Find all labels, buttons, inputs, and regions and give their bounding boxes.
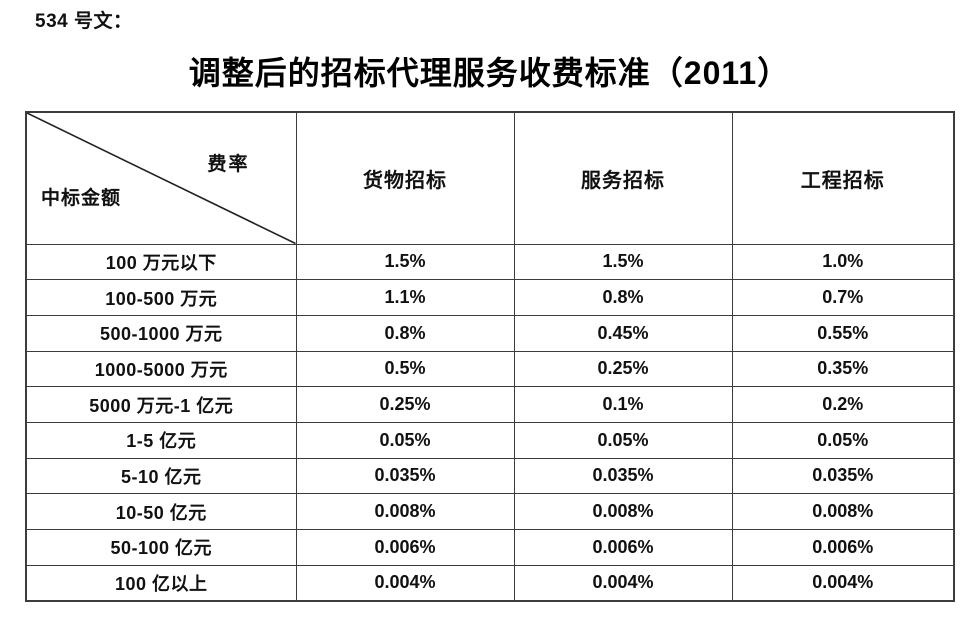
table-row: 50-100 亿元 0.006% 0.006% 0.006% — [25, 529, 955, 566]
rate-cell: 0.035% — [295, 457, 515, 495]
rate-cell: 0.004% — [295, 564, 515, 602]
table-row: 5000 万元-1 亿元 0.25% 0.1% 0.2% — [25, 386, 955, 423]
rate-cell: 0.006% — [295, 529, 515, 566]
corner-label-fee-rate: 费率 — [207, 154, 250, 175]
rate-cell: 0.5% — [295, 350, 515, 388]
table-row: 100-500 万元 1.1% 0.8% 0.7% — [25, 279, 955, 316]
row-label: 50-100 亿元 — [25, 529, 297, 566]
rate-cell: 0.008% — [295, 493, 515, 530]
rate-cell: 0.035% — [731, 457, 955, 495]
rate-cell: 0.004% — [513, 564, 733, 602]
rate-cell: 0.2% — [731, 386, 955, 423]
table-row: 1000-5000 万元 0.5% 0.25% 0.35% — [25, 350, 955, 388]
row-label: 5000 万元-1 亿元 — [25, 386, 297, 423]
rate-cell: 0.006% — [513, 529, 733, 566]
table-row: 1-5 亿元 0.05% 0.05% 0.05% — [25, 421, 955, 459]
rate-cell: 0.8% — [295, 314, 515, 352]
rate-cell: 1.5% — [295, 243, 515, 281]
rate-cell: 1.5% — [513, 243, 733, 281]
column-header-engineering: 工程招标 — [731, 111, 955, 245]
row-label: 5-10 亿元 — [25, 457, 297, 495]
doc-number: 534 号文： — [35, 11, 133, 32]
rate-cell: 0.006% — [731, 529, 955, 566]
rate-cell: 0.35% — [731, 350, 955, 388]
rate-cell: 0.1% — [513, 386, 733, 423]
rate-cell: 0.004% — [731, 564, 955, 602]
column-header-services: 服务招标 — [513, 111, 733, 245]
row-label: 1-5 亿元 — [25, 421, 297, 459]
row-label: 1000-5000 万元 — [25, 350, 297, 388]
rate-cell: 0.8% — [513, 279, 733, 316]
rate-cell: 0.05% — [295, 421, 515, 459]
rate-cell: 0.05% — [513, 421, 733, 459]
fee-rate-table: 费率 中标金额 货物招标 服务招标 工程招标 100 万元以下 1.5% 1.5… — [25, 111, 955, 602]
rate-cell: 0.25% — [513, 350, 733, 388]
rate-cell: 0.035% — [513, 457, 733, 495]
rate-cell: 0.7% — [731, 279, 955, 316]
row-label: 100 万元以下 — [25, 243, 297, 281]
diagonal-header-cell: 费率 中标金额 — [25, 111, 297, 245]
row-label: 500-1000 万元 — [25, 314, 297, 352]
table-row: 5-10 亿元 0.035% 0.035% 0.035% — [25, 457, 955, 495]
rate-cell: 1.0% — [731, 243, 955, 281]
column-header-goods: 货物招标 — [295, 111, 515, 245]
row-label: 100 亿以上 — [25, 564, 297, 602]
row-label: 100-500 万元 — [25, 279, 297, 316]
rate-cell: 0.25% — [295, 386, 515, 423]
row-label: 10-50 亿元 — [25, 493, 297, 530]
rate-cell: 0.45% — [513, 314, 733, 352]
table-row: 10-50 亿元 0.008% 0.008% 0.008% — [25, 493, 955, 530]
table-row: 100 亿以上 0.004% 0.004% 0.004% — [25, 564, 955, 602]
table-row: 100 万元以下 1.5% 1.5% 1.0% — [25, 243, 955, 281]
table-row: 500-1000 万元 0.8% 0.45% 0.55% — [25, 314, 955, 352]
rate-cell: 1.1% — [295, 279, 515, 316]
table-header-row: 费率 中标金额 货物招标 服务招标 工程招标 — [25, 111, 955, 245]
rate-cell: 0.55% — [731, 314, 955, 352]
rate-cell: 0.05% — [731, 421, 955, 459]
corner-label-bid-amount: 中标金额 — [41, 187, 122, 209]
page-title: 调整后的招标代理服务收费标准（2011） — [188, 55, 791, 91]
rate-cell: 0.008% — [513, 493, 733, 530]
header-diagonal-line — [27, 113, 296, 244]
rate-cell: 0.008% — [731, 493, 955, 530]
